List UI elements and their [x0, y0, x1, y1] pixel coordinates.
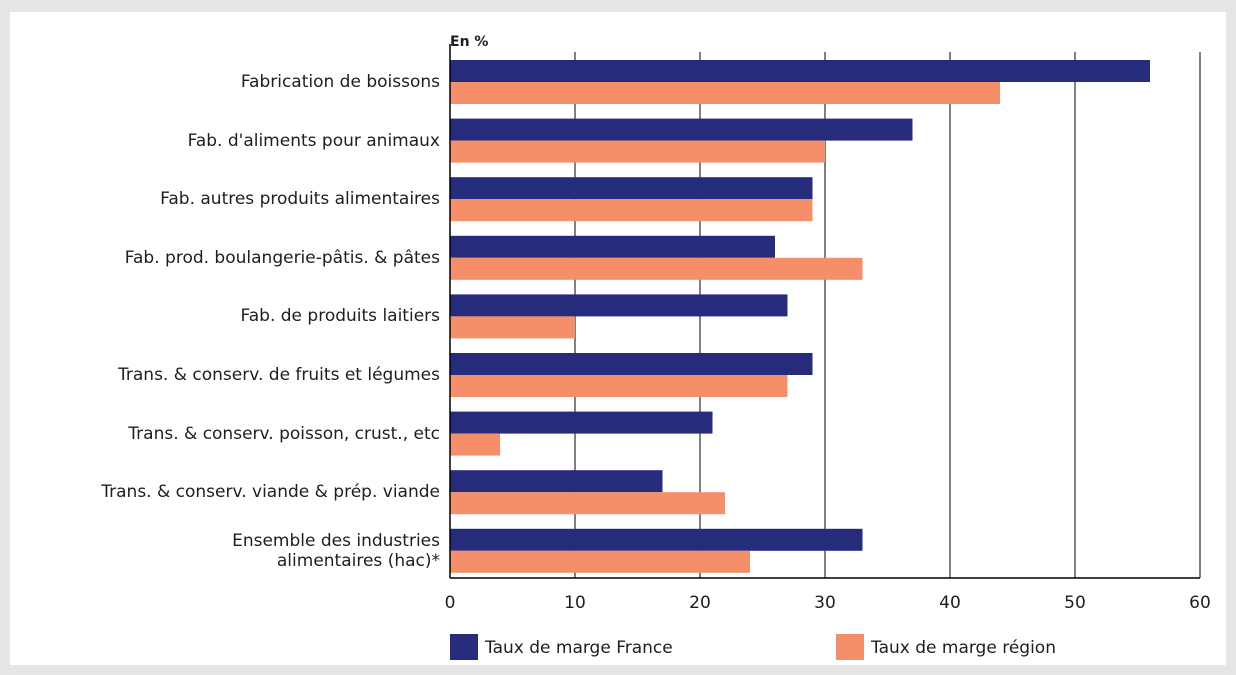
bar — [450, 353, 813, 375]
bar — [450, 199, 813, 222]
category-label: Fab. d'aliments pour animaux — [187, 130, 440, 151]
x-tick-label: 0 — [445, 593, 456, 613]
x-tick-label: 10 — [564, 593, 586, 613]
legend-label: Taux de marge France — [484, 638, 673, 658]
bar — [450, 60, 1150, 82]
bar — [450, 257, 863, 280]
bar — [450, 177, 813, 200]
legend-label: Taux de marge région — [870, 638, 1056, 658]
category-label: Trans. & conserv. viande & prép. viande — [101, 482, 440, 503]
bar — [450, 140, 825, 163]
category-label: Trans. & conserv. de fruits et légumes — [118, 365, 440, 385]
bar — [450, 470, 663, 493]
category-label: Fab. prod. boulangerie-pâtis. & pâtes — [124, 247, 440, 268]
bar — [450, 411, 713, 434]
category-label: Fabrication de boissons — [240, 72, 440, 92]
x-tick-label: 20 — [689, 593, 711, 613]
bar — [450, 118, 913, 141]
category-label: Fab. de produits laitiers — [240, 306, 440, 327]
bar — [450, 492, 725, 515]
axis-unit: En % — [450, 34, 488, 50]
bar — [450, 375, 788, 397]
legend-swatch — [836, 634, 864, 660]
bar — [450, 316, 575, 339]
bar — [450, 433, 500, 456]
bar — [450, 235, 775, 258]
bar — [450, 82, 1000, 104]
bar — [450, 528, 863, 551]
x-tick-label: 50 — [1064, 593, 1086, 613]
bar — [450, 294, 788, 317]
x-tick-label: 30 — [814, 593, 836, 613]
category-label: Fab. autres produits alimentaires — [160, 189, 440, 210]
x-tick-label: 40 — [939, 593, 961, 613]
x-tick-label: 60 — [1189, 593, 1211, 613]
category-label: Ensemble des industries alimentaires (ha… — [232, 530, 440, 571]
category-label: Trans. & conserv. poisson, crust., etc — [128, 423, 440, 444]
legend-swatch — [450, 634, 478, 660]
bar — [450, 550, 750, 573]
